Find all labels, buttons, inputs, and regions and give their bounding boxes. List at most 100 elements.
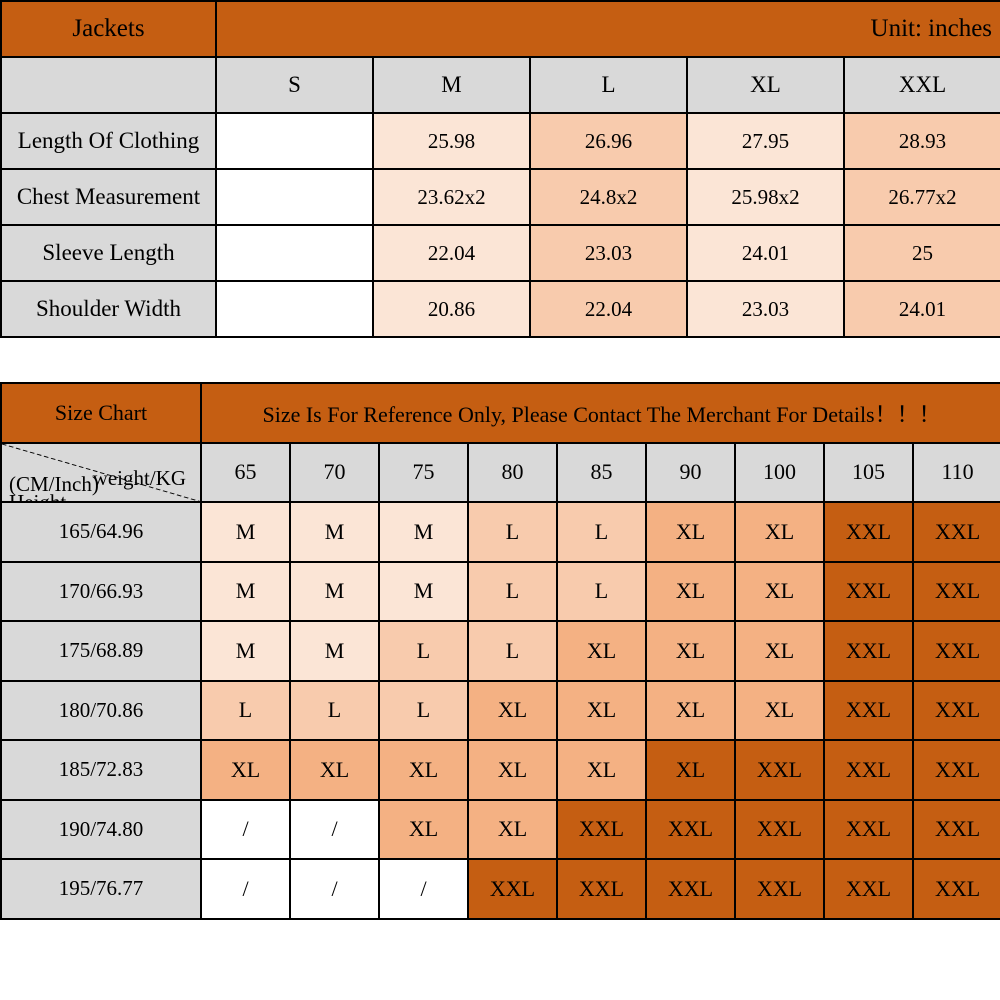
corner-height-label: Height xyxy=(9,489,67,502)
measurement-row: Length Of Clothing 25.98 26.96 27.95 28.93 xyxy=(0,112,1000,170)
size-cell: XL xyxy=(200,739,291,801)
size-cell: XXL xyxy=(823,620,914,682)
size-cell: L xyxy=(200,679,291,741)
weight-column-header: 90 xyxy=(645,441,736,503)
height-label: 175/68.89 xyxy=(0,620,202,682)
table2-title-row: Size Chart Size Is For Reference Only, P… xyxy=(0,382,1000,444)
measurement-value-cell: 26.96 xyxy=(529,112,688,170)
height-row: 190/74.80// XL XL XXL XXL XXL XXL XXL xyxy=(0,798,1000,860)
measurement-value-cell: 23.03 xyxy=(686,280,845,338)
weight-column-header: 105 xyxy=(823,441,914,503)
table2-title: Size Chart xyxy=(0,382,202,444)
measurement-value-cell: 20.86 xyxy=(372,280,531,338)
size-cell: L xyxy=(467,501,558,563)
weight-column-header: 80 xyxy=(467,441,558,503)
measurement-value-cell: 23.62x2 xyxy=(372,168,531,226)
size-cell: L xyxy=(378,620,469,682)
size-cell: / xyxy=(378,858,469,920)
size-cell: XL xyxy=(378,798,469,860)
size-header-corner xyxy=(0,56,217,114)
size-cell: L xyxy=(289,679,380,741)
size-cell: / xyxy=(289,858,380,920)
height-label: 180/70.86 xyxy=(0,679,202,741)
weight-column-header: 65 xyxy=(200,441,291,503)
jacket-measurements-table: Jackets Unit: inches S M L XL XXL Length Of … xyxy=(0,0,1000,338)
size-cell: M xyxy=(200,560,291,622)
size-cell: XL xyxy=(289,739,380,801)
height-label: 185/72.83 xyxy=(0,739,202,801)
corner-height-unit-label: (CM/Inch) xyxy=(9,472,99,496)
size-cell: M xyxy=(289,560,380,622)
weight-column-header: 110 xyxy=(911,441,1000,503)
size-cell: XL xyxy=(734,560,825,622)
measurement-value-cell: 22.04 xyxy=(372,224,531,282)
size-cell: / xyxy=(200,798,291,860)
height-label: 165/64.96 xyxy=(0,501,202,563)
size-chart-table: Size Chart Size Is For Reference Only, P… xyxy=(0,382,1000,920)
size-cell: XL xyxy=(645,739,736,801)
measurement-value-cell: 23.03 xyxy=(529,224,688,282)
size-cell: M xyxy=(200,501,291,563)
size-cell: XXL xyxy=(911,739,1000,801)
size-cell: XXL xyxy=(911,501,1000,563)
size-cell: XXL xyxy=(823,501,914,563)
size-cell: L xyxy=(556,560,647,622)
height-row: 170/66.93 M M M L L XL XL XXL XXL xyxy=(0,560,1000,622)
table2-weight-header-row: weight/KG Height (CM/Inch) 65 70 75 80 85 90 1… xyxy=(0,441,1000,503)
size-cell: XL xyxy=(378,739,469,801)
measurement-label: Sleeve Length xyxy=(0,224,217,282)
corner-weight-label: weight/KG xyxy=(92,465,186,490)
size-cell: XXL xyxy=(823,858,914,920)
size-cell: M xyxy=(378,560,469,622)
unit-label: Unit: inches xyxy=(214,0,1000,58)
table1-title-row: Jackets Unit: inches xyxy=(0,0,1000,58)
size-cell: XXL xyxy=(911,679,1000,741)
height-row: 165/64.96 M M M L L XL XL XXL XXL xyxy=(0,501,1000,563)
size-cell: XL xyxy=(556,739,647,801)
size-cell: XL xyxy=(467,798,558,860)
size-cell: M xyxy=(200,620,291,682)
measurement-value-cell: 25.98 xyxy=(372,112,531,170)
height-label: 195/76.77 xyxy=(0,858,202,920)
size-cell: XXL xyxy=(911,620,1000,682)
measurement-row: Shoulder Width 20.86 22.04 23.03 24.01 xyxy=(0,280,1000,338)
measurement-label: Chest Measurement xyxy=(0,168,217,226)
size-column-header: M xyxy=(372,56,531,114)
size-cell: XXL xyxy=(823,798,914,860)
measurement-value-cell xyxy=(215,168,374,226)
measurement-value-cell: 26.77x2 xyxy=(842,168,1000,226)
measurement-value-cell: 25 xyxy=(842,224,1000,282)
weight-column-header: 85 xyxy=(556,441,647,503)
size-cell: XXL xyxy=(556,798,647,860)
measurement-value-cell: 24.8x2 xyxy=(529,168,688,226)
weight-column-header: 75 xyxy=(378,441,469,503)
measurement-value-cell: 22.04 xyxy=(529,280,688,338)
size-cell: XL xyxy=(734,679,825,741)
size-column-header: XL xyxy=(686,56,845,114)
table1-size-header-row: S M L XL XXL xyxy=(0,56,1000,114)
size-cell: XXL xyxy=(467,858,558,920)
size-cell: XXL xyxy=(556,858,647,920)
size-column-header: S xyxy=(215,56,374,114)
size-cell: XL xyxy=(467,679,558,741)
measurement-value-cell xyxy=(215,280,374,338)
size-cell: XXL xyxy=(734,798,825,860)
size-cell: / xyxy=(200,858,291,920)
diagonal-divider-line xyxy=(3,444,199,501)
size-cell: XXL xyxy=(823,679,914,741)
size-cell: XXL xyxy=(911,798,1000,860)
size-cell: XL xyxy=(645,501,736,563)
weight-column-header: 70 xyxy=(289,441,380,503)
height-row: 195/76.77// / XXL XXL XXL XXL XXL XXL xyxy=(0,858,1000,920)
size-cell: XL xyxy=(645,560,736,622)
size-cell: XL xyxy=(556,620,647,682)
size-cell: L xyxy=(378,679,469,741)
measurement-value-cell xyxy=(215,224,374,282)
reference-notice: Size Is For Reference Only, Please Conta… xyxy=(199,382,1000,444)
size-cell: L xyxy=(467,620,558,682)
size-cell: XL xyxy=(556,679,647,741)
size-cell: XXL xyxy=(734,739,825,801)
size-cell: XXL xyxy=(823,739,914,801)
size-cell: L xyxy=(556,501,647,563)
height-label: 190/74.80 xyxy=(0,798,202,860)
